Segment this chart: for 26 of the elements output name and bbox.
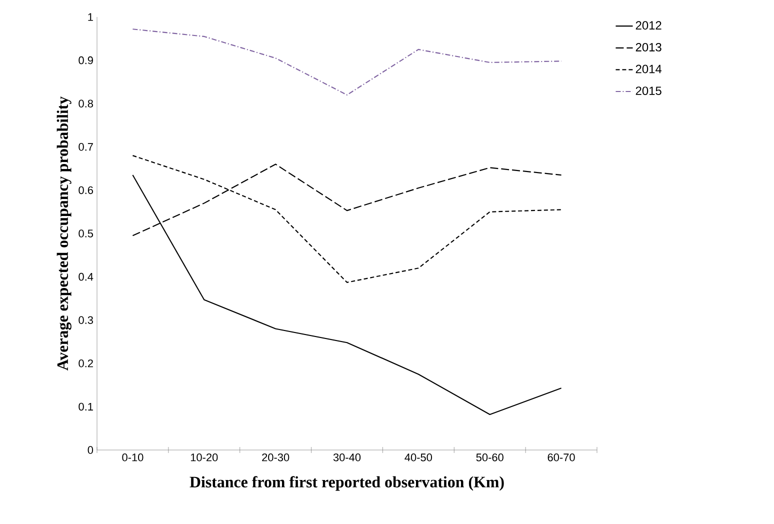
legend-label: 2014 [636, 64, 662, 74]
x-axis-title: Distance from first reported observation (Km) [190, 476, 504, 491]
y-tick-label: 0.2 [78, 360, 93, 368]
x-tick-label: 40-50 [404, 454, 432, 462]
legend-label: 2013 [636, 42, 662, 52]
y-tick-label: 0.8 [78, 100, 93, 108]
y-tick-label: 1 [88, 13, 93, 21]
line-series [132, 28, 562, 96]
line-series [132, 155, 562, 283]
y-tick-label: 0.7 [78, 143, 93, 151]
legend-label: 2015 [636, 86, 662, 96]
y-axis-title: Average expected occupancy probability [56, 96, 72, 371]
y-tick-label: 0.4 [78, 272, 94, 281]
x-tick-label: 60-70 [548, 454, 575, 462]
y-tick-label: 0.6 [78, 186, 93, 194]
y-tick-label: 0.5 [78, 230, 94, 238]
x-tick-label: 0-10 [122, 454, 144, 462]
x-tick-label: 20-30 [262, 454, 290, 462]
y-tick-label: 0 [88, 446, 94, 454]
x-tick-label: 10-20 [190, 454, 218, 462]
y-tick-label: 0.9 [78, 56, 93, 64]
y-tick-label: 0.3 [78, 316, 93, 324]
legend-label: 2012 [636, 21, 662, 30]
x-tick-label: 50-60 [476, 454, 504, 462]
x-tick-label: 30-40 [333, 454, 361, 462]
y-tick-label: 0.1 [78, 402, 93, 411]
